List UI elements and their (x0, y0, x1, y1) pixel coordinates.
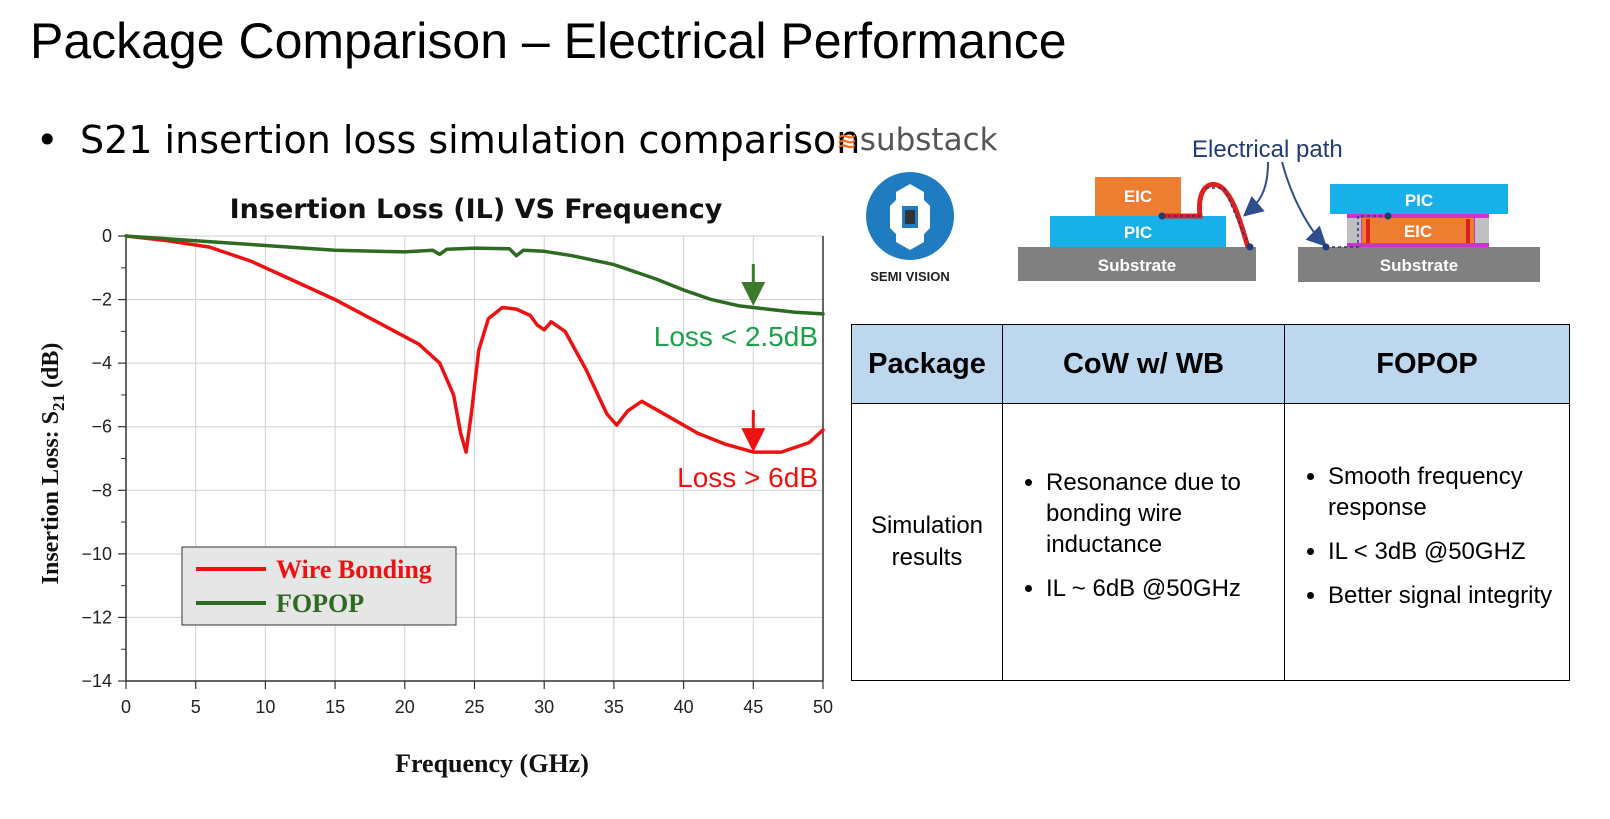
header-cow-wb: CoW w/ WB (1002, 324, 1285, 404)
x-axis-label: Frequency (GHz) (395, 749, 589, 778)
substrate-block (1298, 247, 1540, 282)
list-item: Resonance due to bonding wire inductance (1046, 467, 1273, 560)
list-item: IL < 3dB @50GHZ (1328, 536, 1558, 567)
package-diagram: Electrical path Substrate PIC EIC Substr… (1018, 136, 1540, 282)
fopop-results-cell: Smooth frequency response IL < 3dB @50GH… (1284, 403, 1570, 681)
bullet-text: S21 insertion loss simulation comparison (80, 118, 861, 162)
table-row: Simulation results Resonance due to bond… (851, 403, 1570, 681)
logo-text: SEMI VISION (870, 269, 950, 284)
mold-block (1475, 218, 1489, 243)
eic-label: EIC (1124, 187, 1152, 206)
legend-label: FOPOP (276, 589, 364, 618)
y-axis-label: Insertion Loss: S21 (dB) (38, 343, 68, 585)
legend-label: Wire Bonding (276, 555, 432, 584)
x-tick-label: 25 (464, 697, 484, 717)
via (1466, 219, 1470, 243)
series-line-fopop (124, 234, 825, 316)
x-tick-label: 15 (325, 697, 345, 717)
header-fopop: FOPOP (1284, 324, 1570, 404)
cow-results-cell: Resonance due to bonding wire inductance… (1002, 403, 1285, 681)
annotation-label: Loss < 2.5dB (654, 321, 818, 352)
path-arrow-left (1242, 161, 1269, 217)
pic-label: PIC (1124, 223, 1152, 242)
x-tick-label: 10 (255, 697, 275, 717)
path-node (1158, 212, 1166, 220)
path-node (1322, 243, 1330, 251)
table-header-row: Package CoW w/ WB FOPOP (851, 324, 1570, 404)
y-tick-label: −12 (81, 607, 112, 627)
substack-logo-icon: ≋ (836, 127, 858, 157)
comparison-table: Package CoW w/ WB FOPOP Simulation resul… (851, 324, 1570, 681)
right-path-dots (1326, 215, 1388, 248)
mold-block (1347, 218, 1361, 243)
y-tick-label: −10 (81, 544, 112, 564)
left-path-dots (1162, 187, 1251, 248)
pic-block (1050, 216, 1226, 247)
path-arrow-right (1281, 161, 1327, 247)
x-tick-label: 0 (121, 697, 131, 717)
substrate-block (1018, 247, 1256, 281)
y-tick-label: −2 (91, 290, 112, 310)
y-tick-label: 0 (102, 226, 112, 246)
via (1366, 219, 1370, 243)
list-item: Better signal integrity (1328, 580, 1558, 611)
electrical-path-label: Electrical path (1192, 136, 1343, 163)
y-tick-label: −4 (91, 353, 112, 373)
y-tick-label: −8 (91, 480, 112, 500)
y-tick-label: −6 (91, 417, 112, 437)
x-tick-label: 5 (191, 697, 201, 717)
bonding-wire (1162, 181, 1251, 248)
pic-label: PIC (1405, 191, 1433, 210)
path-node (1384, 212, 1392, 220)
substrate-label: Substrate (1098, 256, 1176, 275)
brand-text: substack (859, 122, 998, 158)
eic-block (1362, 218, 1474, 243)
substack-brand: ≋substack (836, 122, 998, 158)
annotation-label: Loss > 6dB (677, 462, 818, 493)
x-tick-label: 30 (534, 697, 554, 717)
row-label-cell: Simulation results (851, 403, 1003, 681)
bullet-point: • S21 insertion loss simulation compariso… (36, 118, 860, 162)
legend-box (181, 546, 457, 626)
x-tick-label: 45 (743, 697, 763, 717)
substrate-label: Substrate (1380, 256, 1458, 275)
x-tick-label: 40 (674, 697, 694, 717)
header-package: Package (851, 324, 1003, 404)
x-tick-label: 50 (813, 697, 833, 717)
y-tick-label: −14 (81, 671, 112, 691)
pic-block (1330, 184, 1508, 214)
fopop-package: Substrate EIC PIC (1298, 184, 1540, 282)
row-label: Simulation results (870, 512, 984, 571)
list-item: IL ~ 6dB @50GHz (1046, 573, 1273, 604)
eic-label: EIC (1404, 222, 1432, 241)
path-node (1246, 243, 1254, 251)
chart-title: Insertion Loss (IL) VS Frequency (230, 194, 723, 225)
x-tick-label: 35 (604, 697, 624, 717)
insertion-loss-chart: 0 5 10 15 20 25 30 35 40 45 50 0 −2 −4 −6 −8 −10 −12 −14 In… (38, 194, 833, 778)
list-item: Smooth frequency response (1328, 461, 1558, 523)
semi-vision-icon (866, 172, 954, 260)
slide-title: Package Comparison – Electrical Performa… (30, 13, 1067, 69)
fopop-points-list: Smooth frequency response IL < 3dB @50GH… (1286, 461, 1568, 611)
semi-vision-logo: SEMI VISION (860, 170, 960, 284)
bullet-dot: • (36, 118, 59, 162)
cow-points-list: Resonance due to bonding wire inductance… (1004, 467, 1283, 604)
cow-wb-package: Substrate PIC EIC (1018, 177, 1256, 281)
series-line-wire-bonding (124, 234, 825, 454)
eic-block (1095, 177, 1181, 216)
x-tick-label: 20 (395, 697, 415, 717)
